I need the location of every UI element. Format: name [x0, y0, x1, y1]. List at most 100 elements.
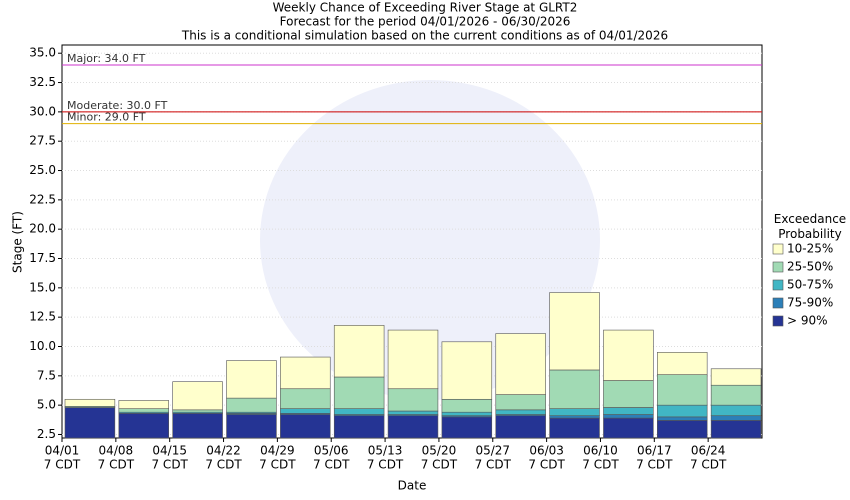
- legend-swatch: [772, 243, 784, 255]
- x-tick-label: 04/22: [206, 444, 241, 458]
- x-tick-label: 05/20: [422, 444, 457, 458]
- bar-segment: [710, 368, 762, 386]
- x-tick-sublabel: 7 CDT: [259, 458, 296, 472]
- y-tick-label: 32.5: [29, 75, 56, 89]
- bar-segment: [549, 408, 600, 417]
- x-tick-label: 04/01: [45, 444, 80, 458]
- bar-segment: [710, 384, 762, 406]
- bar-segment: [387, 410, 439, 415]
- x-tick-label: 06/24: [691, 444, 726, 458]
- bar-segment: [280, 356, 331, 390]
- bar-segment: [495, 394, 546, 411]
- y-tick-label: 5.0: [37, 398, 56, 412]
- x-tick-sublabel: 7 CDT: [151, 458, 188, 472]
- bar-segment: [280, 388, 331, 409]
- bar-segment: [226, 397, 277, 413]
- bar-segment: [387, 329, 439, 390]
- bar-segment: [657, 374, 708, 406]
- x-tick-sublabel: 7 CDT: [421, 458, 458, 472]
- legend-swatch: [772, 315, 784, 327]
- x-tick-sublabel: 7 CDT: [636, 458, 673, 472]
- y-tick-label: 10.0: [29, 339, 56, 353]
- legend-title: Exceedance Probability: [773, 212, 847, 241]
- y-tick-label: 20.0: [29, 222, 56, 236]
- x-tick-label: 05/13: [368, 444, 403, 458]
- bar-segment: [387, 415, 439, 439]
- bar-segment: [495, 333, 546, 395]
- bar-segment: [226, 360, 277, 399]
- legend-label: 25-50%: [787, 260, 833, 274]
- x-tick-label: 05/27: [475, 444, 510, 458]
- x-tick-label: 05/06: [314, 444, 349, 458]
- x-tick-sublabel: 7 CDT: [98, 458, 135, 472]
- bar-segment: [710, 404, 762, 417]
- bar-segment: [657, 352, 708, 375]
- bar-segment: [603, 407, 654, 415]
- chart-title: Weekly Chance of Exceeding River Stage a…: [273, 1, 578, 15]
- bar-segment: [172, 413, 223, 439]
- y-tick-label: 35.0: [29, 46, 56, 60]
- bar-segment: [64, 407, 116, 439]
- bar-segment: [441, 341, 493, 400]
- bar-segment: [333, 376, 385, 409]
- y-tick-label: 7.5: [37, 368, 56, 382]
- threshold-label: Minor: 29.0 FT: [67, 111, 146, 124]
- bar-segment: [603, 414, 654, 419]
- bar-segment: [549, 369, 600, 409]
- watermark: [260, 80, 600, 400]
- x-tick-sublabel: 7 CDT: [690, 458, 727, 472]
- x-tick-sublabel: 7 CDT: [367, 458, 404, 472]
- x-tick-sublabel: 7 CDT: [582, 458, 619, 472]
- bar-segment: [280, 408, 331, 414]
- x-tick-label: 04/15: [152, 444, 187, 458]
- legend-label: 75-90%: [787, 296, 833, 310]
- y-tick-label: 12.5: [29, 310, 56, 324]
- legend-label: 50-75%: [787, 278, 833, 292]
- chart-note: This is a conditional simulation based o…: [181, 29, 668, 43]
- x-tick-label: 06/03: [529, 444, 564, 458]
- bar-segment: [226, 414, 277, 439]
- legend-label: > 90%: [787, 314, 828, 328]
- bar-segment: [118, 408, 169, 413]
- bar-segment: [172, 409, 223, 413]
- x-tick-label: 06/10: [583, 444, 618, 458]
- x-axis-label: Date: [398, 479, 427, 493]
- bar-segment: [710, 420, 762, 439]
- x-tick-sublabel: 7 CDT: [44, 458, 81, 472]
- threshold-label: Moderate: 30.0 FT: [67, 99, 168, 112]
- bar-segment: [549, 292, 600, 371]
- x-tick-sublabel: 7 CDT: [475, 458, 512, 472]
- bar-segment: [441, 398, 493, 413]
- legend-swatch: [772, 261, 784, 273]
- bar-segment: [495, 409, 546, 415]
- x-tick-sublabel: 7 CDT: [205, 458, 242, 472]
- y-tick-label: 22.5: [29, 192, 56, 206]
- legend-swatch: [772, 297, 784, 309]
- bar-segment: [333, 415, 385, 439]
- bar-segment: [333, 408, 385, 415]
- x-tick-label: 04/08: [99, 444, 134, 458]
- bar-segment: [603, 380, 654, 408]
- threshold-label: Major: 34.0 FT: [67, 52, 146, 65]
- bar-segment: [333, 325, 385, 378]
- x-tick-label: 06/17: [637, 444, 672, 458]
- x-tick-label: 04/29: [260, 444, 295, 458]
- bar-segment: [603, 417, 654, 439]
- bar-segment: [118, 400, 169, 409]
- bar-segment: [441, 411, 493, 417]
- bar-segment: [64, 398, 116, 407]
- bar-segment: [549, 417, 600, 439]
- y-axis-label: Stage (FT): [11, 211, 25, 273]
- bar-segment: [172, 381, 223, 411]
- bar-segment: [657, 404, 708, 418]
- bar-segment: [387, 388, 439, 412]
- y-tick-label: 25.0: [29, 163, 56, 177]
- legend-label: 10-25%: [787, 242, 833, 256]
- y-tick-label: 27.5: [29, 134, 56, 148]
- chart-subtitle: Forecast for the period 04/01/2026 - 06/…: [280, 15, 571, 29]
- y-tick-label: 15.0: [29, 280, 56, 294]
- bar-segment: [441, 416, 493, 439]
- bar-segment: [657, 416, 708, 421]
